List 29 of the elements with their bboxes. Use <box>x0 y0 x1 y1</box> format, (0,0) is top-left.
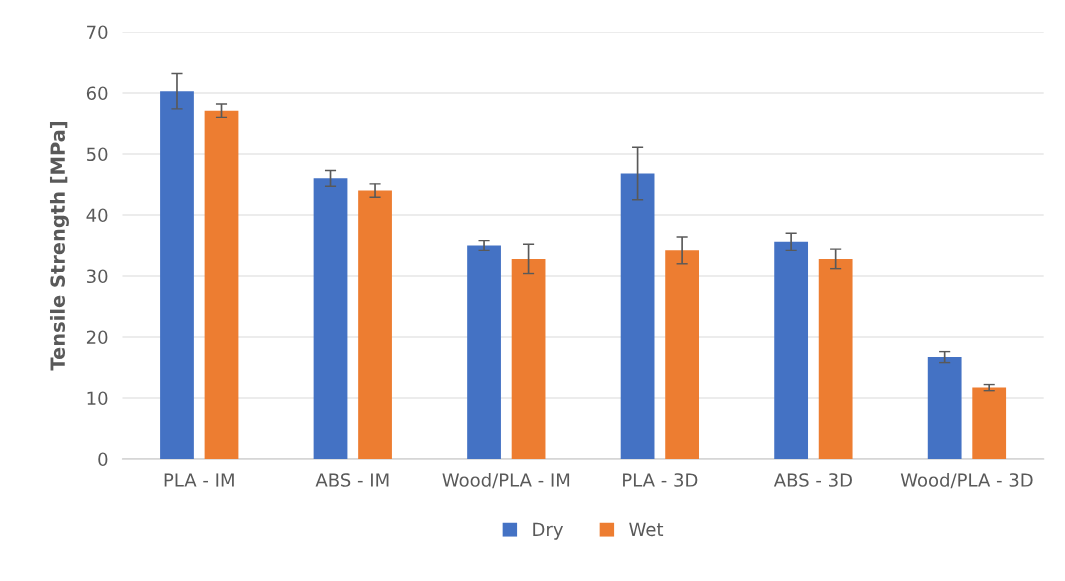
x-tick-label: ABS - IM <box>315 473 389 487</box>
legend-label: Dry <box>533 522 564 540</box>
y-axis-title: Tensile Strength [MPa] <box>49 121 69 371</box>
y-tick-label: 50 <box>87 147 108 162</box>
bar <box>204 110 239 459</box>
x-tick-label: Wood/PLA - IM <box>442 472 570 489</box>
bar <box>511 258 546 459</box>
legend-label: Wet <box>629 522 664 537</box>
bar <box>665 250 700 459</box>
bar <box>313 178 348 459</box>
bar <box>818 258 853 459</box>
y-tick-label: 20 <box>86 330 108 345</box>
bar <box>467 245 501 459</box>
y-tick-label: 60 <box>86 86 108 101</box>
y-tick-label: 0 <box>98 452 108 467</box>
bar <box>972 387 1007 459</box>
bar <box>927 357 962 459</box>
bar <box>160 91 194 459</box>
x-tick-label: PLA - 3D <box>623 473 698 487</box>
x-tick-label: ABS - 3D <box>773 473 852 487</box>
y-tick-label: 30 <box>86 269 108 284</box>
y-tick-label: 10 <box>87 391 108 406</box>
bar <box>358 190 392 459</box>
x-tick-label: Wood/PLA - 3D <box>900 472 1033 489</box>
y-tick-label: 40 <box>86 208 108 223</box>
bar <box>620 173 655 459</box>
bar <box>774 241 809 459</box>
y-tick-label: 70 <box>87 25 108 40</box>
x-tick-label: PLA - IM <box>164 473 234 487</box>
